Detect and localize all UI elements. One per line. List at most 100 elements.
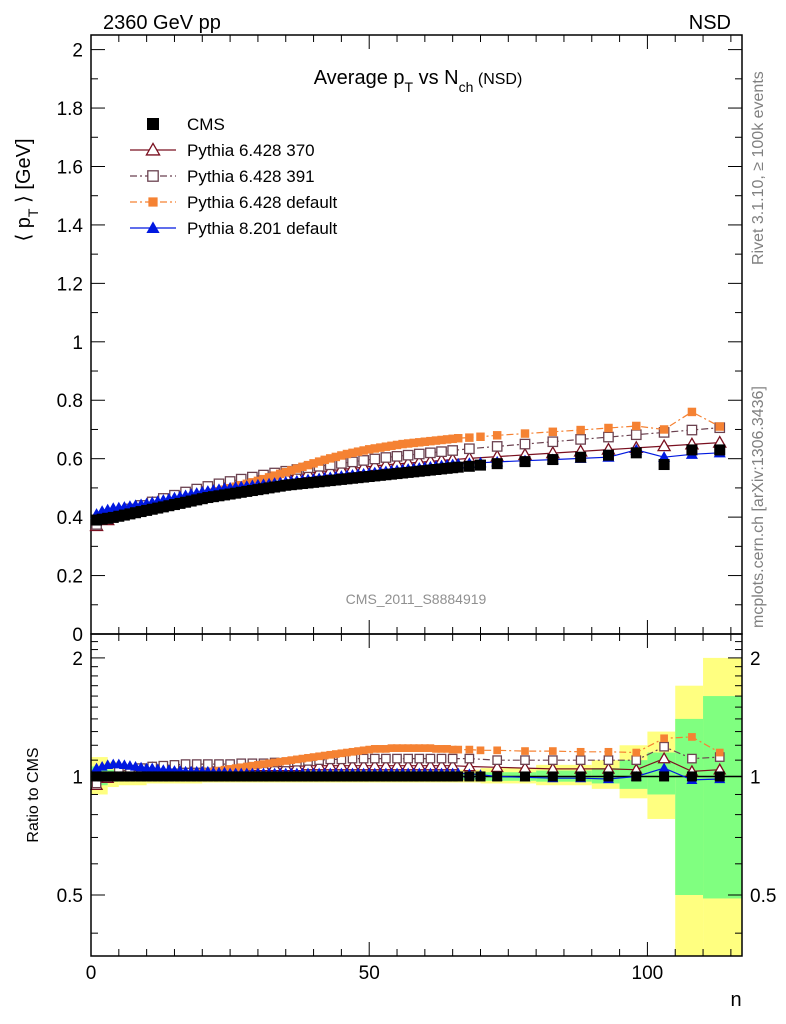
data-point	[281, 757, 290, 765]
data-point	[141, 771, 152, 782]
data-point	[659, 741, 669, 752]
y-tick-label: 1.2	[57, 274, 83, 295]
data-point	[520, 429, 530, 438]
data-point	[660, 734, 668, 743]
data-point	[230, 771, 241, 782]
data-point	[257, 483, 269, 495]
data-point	[207, 491, 219, 503]
ratio-y-axis-label: Ratio to CMS	[25, 747, 42, 842]
data-point	[275, 771, 286, 782]
data-point	[443, 745, 451, 753]
data-point	[365, 745, 374, 754]
data-point	[397, 771, 408, 782]
data-point	[521, 747, 529, 755]
data-point	[269, 481, 281, 493]
data-point	[219, 771, 230, 782]
data-point	[575, 771, 586, 782]
data-point	[180, 771, 191, 782]
ratio-series-layer	[89, 733, 727, 790]
main-panel: 00.20.40.60.811.21.41.61.82 Average pT v…	[13, 34, 743, 646]
data-point	[659, 425, 669, 434]
data-point	[714, 444, 726, 456]
legend-label: Pythia 6.428 391	[187, 167, 315, 186]
data-point	[107, 511, 119, 523]
data-point	[453, 771, 464, 782]
data-point	[224, 488, 236, 500]
data-point	[393, 744, 401, 752]
data-point	[124, 771, 135, 782]
data-point	[359, 446, 368, 455]
data-point	[448, 745, 457, 754]
data-point	[398, 744, 407, 752]
data-point	[241, 771, 252, 782]
data-point	[464, 771, 475, 782]
data-point	[380, 771, 391, 782]
data-point	[392, 440, 402, 450]
data-point	[576, 747, 585, 756]
data-point	[241, 485, 253, 497]
ratio-panel: 0.5 0.5 1 1 2 2 Ratio to CMS 0 50 100 n	[25, 35, 776, 1011]
data-point	[656, 438, 672, 452]
data-point	[425, 753, 436, 764]
data-point	[298, 462, 307, 472]
data-point	[448, 434, 457, 444]
ratio-plot-frame	[90, 633, 743, 957]
data-point	[336, 771, 347, 782]
data-point	[191, 494, 203, 506]
data-point	[342, 449, 352, 459]
data-point	[191, 771, 202, 782]
data-point	[263, 482, 275, 494]
data-point	[391, 468, 403, 480]
data-point	[358, 753, 369, 764]
data-point	[315, 752, 323, 761]
data-point	[403, 439, 413, 448]
data-point	[548, 427, 558, 437]
data-point	[492, 771, 503, 782]
data-point	[465, 433, 474, 442]
data-point	[147, 170, 159, 182]
data-point	[658, 762, 670, 773]
data-point	[347, 771, 358, 782]
data-point	[341, 771, 352, 782]
data-point	[130, 507, 142, 519]
data-point	[425, 447, 436, 459]
data-point	[421, 744, 429, 752]
data-point	[309, 753, 318, 761]
data-point	[275, 469, 285, 479]
ratio-y-axis: 0.5 0.5 1 1 2 2	[57, 641, 776, 934]
data-point	[431, 436, 441, 445]
data-point	[409, 438, 418, 448]
data-point	[130, 771, 141, 782]
data-point	[152, 771, 163, 782]
data-point	[603, 431, 614, 443]
data-point	[280, 771, 291, 782]
data-point	[252, 484, 264, 496]
data-point	[547, 755, 558, 766]
data-point	[491, 458, 503, 470]
data-point	[325, 771, 336, 782]
data-point	[213, 490, 225, 502]
data-point	[547, 454, 559, 466]
data-point	[197, 771, 208, 782]
data-point	[547, 436, 559, 448]
y-tick-label: 0.8	[57, 391, 83, 412]
data-point	[247, 771, 258, 782]
main-series-layer	[89, 407, 727, 532]
data-point	[146, 221, 160, 233]
title-sub-2: ch	[459, 79, 474, 95]
data-point	[397, 467, 409, 479]
y-tick-label: 1	[72, 333, 83, 354]
data-point	[464, 753, 475, 764]
data-point	[392, 753, 402, 764]
data-point	[454, 745, 463, 754]
main-y-axis: 0 0.2 0.4 0.6 0.8 1 1.2 1.4 1.6 1.8 2	[57, 41, 742, 646]
data-point	[519, 456, 531, 468]
data-point	[213, 771, 224, 782]
data-point	[426, 436, 435, 446]
data-point	[414, 771, 425, 782]
data-point	[463, 460, 475, 472]
y-tick-label: 2	[72, 41, 83, 62]
data-point	[158, 771, 169, 782]
data-point	[258, 771, 269, 782]
legend: CMS Pythia 6.428 370 Pythia 6.428 391 Pythi…	[130, 115, 338, 238]
